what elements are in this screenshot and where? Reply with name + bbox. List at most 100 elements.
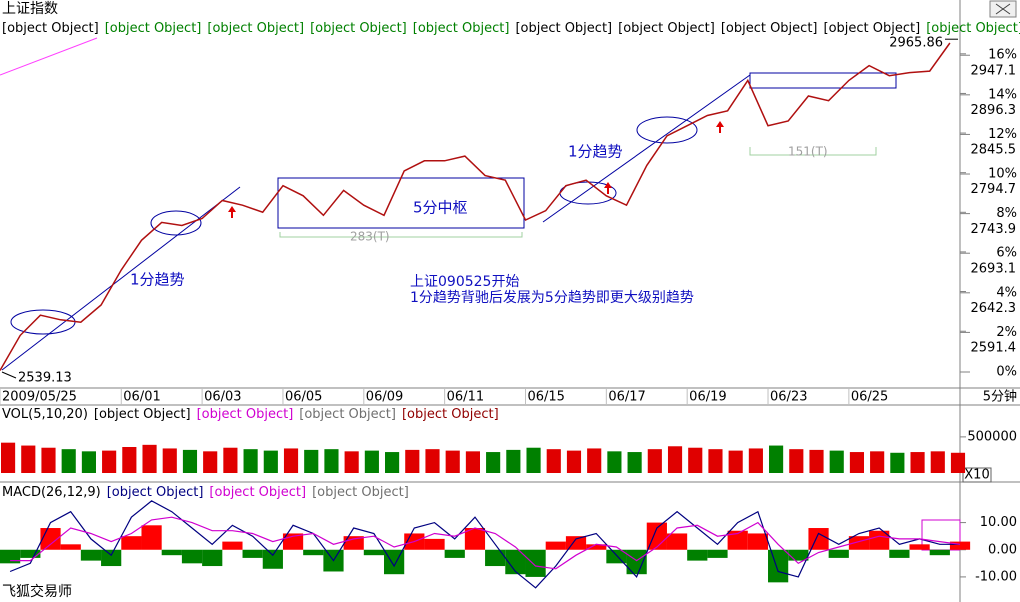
info-item: [object Object] <box>515 21 612 36</box>
volume-bar <box>142 444 157 473</box>
y-tick-label: 2642.3 <box>971 301 1017 316</box>
trend-line <box>542 74 751 223</box>
macd-bar <box>828 549 849 558</box>
y2-tick-label: 0% <box>996 365 1017 380</box>
volume-bar <box>465 451 480 473</box>
x-tick-label: 06/17 <box>608 390 645 405</box>
trend-line <box>1 186 241 371</box>
min-leader <box>1 371 17 379</box>
volume-bar <box>950 452 966 473</box>
macd-bar <box>101 549 122 567</box>
volume-bar <box>425 449 440 473</box>
volume-bar <box>385 452 400 473</box>
macd-bar <box>202 549 223 567</box>
macd-bar <box>848 536 870 550</box>
signal-arrow <box>228 206 236 218</box>
macd-bar <box>626 549 647 575</box>
max-label: 2965.86 <box>889 36 943 51</box>
annotation: 151(T) <box>788 145 828 159</box>
footer: 飞狐交易师 <box>2 583 72 600</box>
y-tick-label: -10.00 <box>975 569 1017 584</box>
signal-arrow <box>716 121 724 133</box>
indicator: [object Object] <box>197 407 294 422</box>
y2-tick-label: 10% <box>988 167 1017 182</box>
x-tick-label: 06/01 <box>123 390 160 405</box>
macd-bar <box>181 549 203 564</box>
macd-bar <box>869 530 890 550</box>
volume-bar <box>263 450 278 473</box>
panel-title: VOL(5,10,20) [object Object] [object Objec… <box>2 407 499 422</box>
volume-bar <box>223 447 238 473</box>
macd-bar <box>303 549 324 556</box>
macd-bar <box>505 549 526 575</box>
macd-bar <box>808 528 829 550</box>
close-icon <box>995 3 1011 15</box>
volume-bar <box>708 449 723 473</box>
x-tick-label: 06/11 <box>447 390 484 405</box>
y2-tick-label: 16% <box>988 48 1017 63</box>
y-tick-label: 2693.1 <box>971 261 1017 276</box>
volume-bar <box>344 451 359 473</box>
macd-bar <box>768 549 789 583</box>
y2-tick-label: 12% <box>988 127 1017 142</box>
macd-bar <box>20 549 41 558</box>
min-label: 2539.13 <box>18 371 72 386</box>
info-item: [object Object] <box>310 21 407 36</box>
drawn-line <box>0 37 98 76</box>
y-tick-label: 2794.7 <box>971 182 1017 197</box>
y-tick-label: 2896.3 <box>971 103 1017 118</box>
volume-bar <box>61 449 76 473</box>
volume-bar <box>203 451 218 473</box>
macd-bar <box>727 530 748 550</box>
y2-tick-label: 14% <box>988 87 1017 102</box>
x-tick-label: 2009/05/25 <box>2 390 77 405</box>
x-tick-label: 06/23 <box>770 390 807 405</box>
volume-bar <box>162 448 177 473</box>
volume-bar <box>324 449 339 473</box>
volume-bar <box>486 452 501 473</box>
dea-line <box>10 516 961 570</box>
indicator: [object Object] <box>312 485 409 500</box>
volume-bar <box>607 451 622 473</box>
info-item: [object Object] <box>105 21 202 36</box>
macd-bar <box>262 549 283 569</box>
volume-bar <box>647 449 662 473</box>
x-tick-label: 06/09 <box>366 390 403 405</box>
volume-bar <box>304 449 319 473</box>
macd-bar <box>242 549 263 558</box>
indicator: [object Object] <box>94 407 191 422</box>
macd-bar <box>343 536 364 550</box>
indicator-name: MACD(26,12,9) <box>2 485 101 500</box>
volume-bar <box>849 452 865 473</box>
volume-bar <box>526 447 541 473</box>
volume-bar <box>364 450 379 473</box>
macd-bar <box>586 544 607 550</box>
volume-bar <box>930 451 945 473</box>
y-tick-label: 2947.1 <box>971 63 1017 78</box>
volume-bar <box>789 449 804 473</box>
volume-bar <box>566 450 582 473</box>
volume-bar <box>829 450 844 473</box>
info-item: [object Object] <box>926 21 1020 36</box>
volume-bar <box>102 450 117 473</box>
volume-bar <box>122 447 137 473</box>
ellipse <box>150 210 202 236</box>
macd-bar <box>788 549 809 561</box>
volume-bar <box>283 448 299 473</box>
volume-bar <box>910 452 925 473</box>
annotation: 1分趋势 <box>568 143 623 161</box>
indicator-name: VOL(5,10,20) <box>2 407 88 422</box>
macd-bar <box>0 549 21 564</box>
macd-bar <box>222 541 243 550</box>
x-tick-label: 06/15 <box>527 390 564 405</box>
y2-tick-label: 4% <box>996 285 1017 300</box>
macd-bar <box>141 525 162 550</box>
volume-bar <box>445 450 460 473</box>
info-item: [object Object] <box>207 21 304 36</box>
info-line: [object Object] [object Object] [object Ob… <box>2 21 1020 36</box>
volume-bar <box>546 449 561 473</box>
volume-bar <box>890 452 905 473</box>
indicator: [object Object] <box>299 407 396 422</box>
x-tick-label: 06/25 <box>851 390 888 405</box>
annotation: 上证090525开始 <box>410 274 519 290</box>
